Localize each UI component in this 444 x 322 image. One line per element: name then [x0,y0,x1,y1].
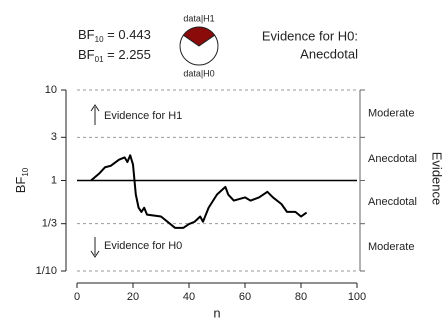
arrowhead [90,104,100,112]
bf-main: BF [78,27,95,42]
bf-main: BF [78,47,95,62]
bf-sub: 01 [95,55,104,64]
pie-label: data|H0 [183,68,214,78]
y-axis-label: BF10 [13,167,30,193]
arrowhead [90,250,100,258]
bf-sub: 10 [95,35,104,44]
data-line [90,154,308,229]
evidence-text: Anecdotal [300,46,358,61]
y-tick-label: 1 [51,174,57,186]
y-label-sub: 10 [21,167,30,176]
x-tick-label: 100 [348,291,366,303]
bf-text: BF01 = 2.255 [78,47,151,64]
x-tick-label: 60 [239,291,251,303]
y-tick-label: 3 [51,131,57,143]
x-axis-label: n [213,305,220,320]
region-label: Anecdotal [368,153,417,165]
x-tick-label: 80 [295,291,307,303]
annotation: Evidence for H0 [104,240,182,252]
region-label: Anecdotal [368,196,417,208]
pie-label: data|H1 [183,13,214,23]
y2-axis-label: Evidence [430,152,444,205]
pie-slice [179,34,219,66]
y-tick-label: 1/3 [42,218,57,230]
annotation: Evidence for H1 [104,110,182,122]
evidence-text: Evidence for H0: [262,28,358,43]
pie-slice [182,26,216,47]
region-label: Moderate [368,108,414,120]
x-tick-label: 0 [74,291,80,303]
bf-rest: = 0.443 [104,27,151,42]
bf-rest: = 2.255 [104,47,151,62]
y-label-main: BF [13,177,28,194]
x-tick-label: 20 [127,291,139,303]
region-label: Moderate [368,241,414,253]
y-tick-label: 1/10 [36,265,57,277]
y-tick-label: 10 [45,84,57,96]
x-tick-label: 40 [183,291,195,303]
bf-text: BF10 = 0.443 [78,27,151,44]
